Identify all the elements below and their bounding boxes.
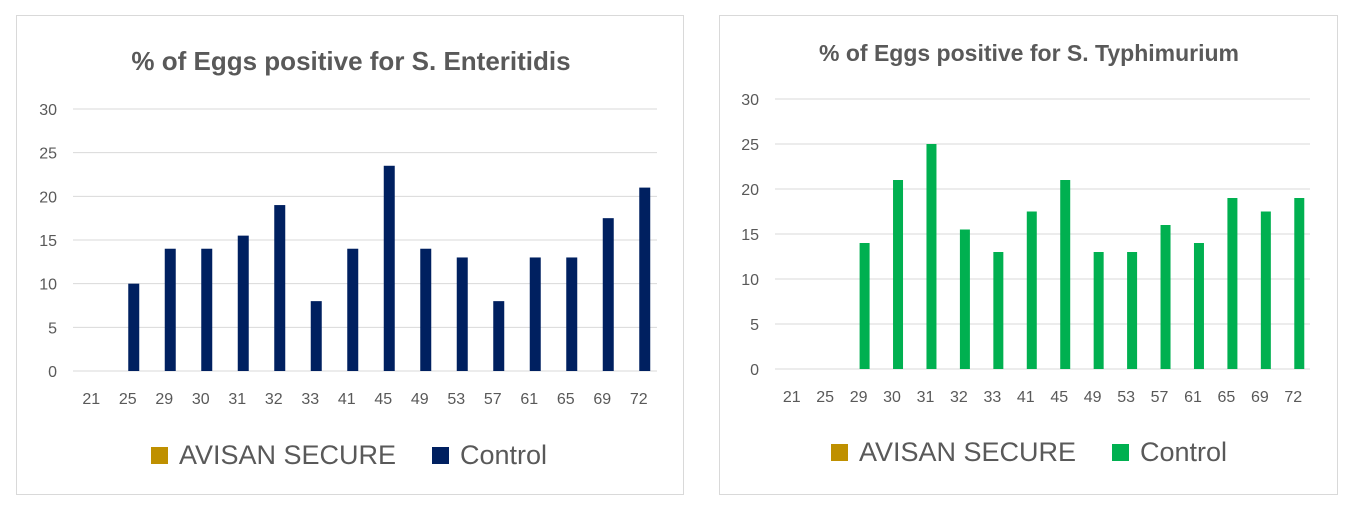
x-tick-label: 49 — [1084, 389, 1102, 406]
bar-control — [566, 257, 578, 371]
x-tick-label: 45 — [1050, 389, 1068, 406]
y-tick-label: 5 — [48, 320, 57, 337]
bar-control — [201, 248, 213, 371]
x-tick-label: 57 — [484, 391, 502, 408]
y-tick-label: 30 — [39, 102, 57, 119]
legend-swatch — [1112, 444, 1129, 461]
y-tick-label: 0 — [48, 364, 57, 381]
bar-control — [347, 248, 359, 371]
bar-control — [1260, 211, 1271, 369]
bar-control — [529, 257, 541, 371]
bar-control — [1294, 198, 1305, 369]
legend-label: AVISAN SECURE — [859, 437, 1076, 467]
y-tick-label: 25 — [741, 137, 759, 154]
x-tick-label: 30 — [192, 391, 210, 408]
x-tick-label: 33 — [301, 391, 319, 408]
bar-control — [310, 301, 322, 371]
x-tick-label: 69 — [1251, 389, 1269, 406]
x-tick-label: 31 — [228, 391, 246, 408]
chart-title: % of Eggs positive for S. Enteritidis — [131, 46, 570, 76]
x-tick-label: 32 — [950, 389, 968, 406]
x-tick-label: 72 — [1284, 389, 1302, 406]
x-tick-label: 41 — [338, 391, 356, 408]
bar-control — [1160, 225, 1171, 369]
bar-control — [1227, 198, 1238, 369]
bar-control — [1127, 252, 1138, 369]
bar-control — [237, 235, 249, 371]
bar-control — [493, 301, 505, 371]
x-tick-label: 30 — [883, 389, 901, 406]
y-tick-label: 30 — [741, 92, 759, 109]
y-tick-label: 10 — [741, 272, 759, 289]
legend-swatch — [432, 447, 449, 464]
bar-control — [959, 229, 970, 369]
bar-control — [383, 165, 395, 371]
legend-swatch — [831, 444, 848, 461]
x-tick-label: 45 — [374, 391, 392, 408]
chart-panel-enteritidis: % of Eggs positive for S. Enteritidis 0 5 1… — [16, 15, 684, 495]
legend-label: Control — [460, 440, 547, 470]
x-tick-label: 53 — [1117, 389, 1135, 406]
chart-typhimurium: % of Eggs positive for S. Typhimurium 0 5 1… — [741, 40, 1310, 467]
x-tick-label: 61 — [1184, 389, 1202, 406]
x-tick-label: 72 — [630, 391, 648, 408]
x-tick-label: 21 — [82, 391, 100, 408]
y-tick-label: 10 — [39, 277, 57, 294]
legend-label: Control — [1140, 437, 1227, 467]
bar-control — [1026, 211, 1037, 369]
bar-control — [128, 283, 140, 371]
y-tick-label: 25 — [39, 146, 57, 163]
x-tick-label: 61 — [520, 391, 538, 408]
bar-control — [1193, 243, 1204, 369]
x-tick-label: 49 — [411, 391, 429, 408]
bar-control — [602, 218, 614, 371]
bar-control — [1060, 180, 1071, 369]
x-tick-label: 69 — [593, 391, 611, 408]
y-tick-label: 15 — [741, 227, 759, 244]
bar-control — [164, 248, 176, 371]
x-tick-label: 57 — [1151, 389, 1169, 406]
bar-control — [893, 180, 904, 369]
x-tick-label: 29 — [155, 391, 173, 408]
bar-control — [1093, 252, 1104, 369]
x-tick-label: 32 — [265, 391, 283, 408]
legend-swatch — [151, 447, 168, 464]
x-tick-label: 21 — [783, 389, 801, 406]
x-tick-label: 53 — [447, 391, 465, 408]
chart-title: % of Eggs positive for S. Typhimurium — [819, 40, 1239, 66]
chart-enteritidis: % of Eggs positive for S. Enteritidis 0 5 1… — [39, 46, 657, 470]
bar-control — [926, 144, 937, 369]
x-tick-label: 65 — [557, 391, 575, 408]
legend-label: AVISAN SECURE — [179, 440, 396, 470]
x-tick-label: 31 — [917, 389, 935, 406]
x-tick-label: 25 — [816, 389, 834, 406]
bar-control — [993, 252, 1004, 369]
x-tick-label: 29 — [850, 389, 868, 406]
y-tick-label: 20 — [39, 189, 57, 206]
bar-control — [456, 257, 468, 371]
x-tick-label: 41 — [1017, 389, 1035, 406]
chart-panel-typhimurium: % of Eggs positive for S. Typhimurium 0 5 1… — [719, 15, 1338, 495]
y-tick-label: 0 — [750, 362, 759, 379]
bar-control — [420, 248, 432, 371]
y-tick-label: 15 — [39, 233, 57, 250]
y-tick-label: 5 — [750, 317, 759, 334]
bar-control — [274, 205, 286, 371]
y-tick-label: 20 — [741, 182, 759, 199]
x-tick-label: 65 — [1218, 389, 1236, 406]
x-tick-label: 33 — [983, 389, 1001, 406]
bar-control — [859, 243, 870, 369]
bar-control — [639, 187, 651, 371]
x-tick-label: 25 — [119, 391, 137, 408]
